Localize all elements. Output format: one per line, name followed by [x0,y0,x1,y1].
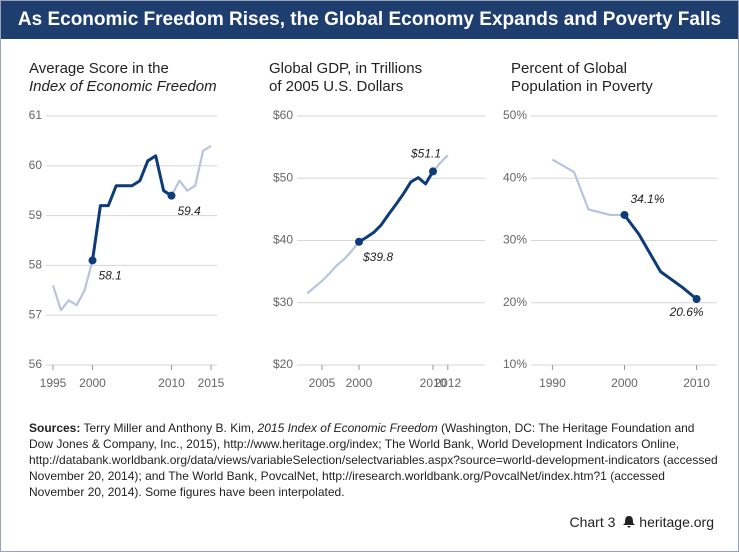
y-tick-label: 58 [29,258,43,272]
data-label: 34.1% [631,192,665,206]
chart-title: Global GDP, in Trillions [269,60,422,77]
header-title: As Economic Freedom Rises, the Global Ec… [1,1,738,39]
data-point [88,256,97,265]
sources-title: 2015 Index of Economic Freedom [257,421,438,435]
x-tick-label: 2000 [346,376,373,390]
line [51,144,212,312]
y-tick-label: $40 [273,233,293,247]
data-label: $39.8 [362,250,393,264]
x-tick-label: 1995 [40,376,67,390]
y-tick-label: 40% [503,170,527,184]
y-tick-label: 60 [29,158,43,172]
line [306,154,449,295]
chart-title: Average Score in the [29,60,169,77]
x-tick-label: 2000 [611,376,638,390]
x-tick-label: 2005 [309,376,336,390]
data-label: 58.1 [99,269,122,283]
y-tick-label: 61 [29,108,43,122]
data-label: 20.6% [669,305,704,319]
y-tick-label: 30% [503,233,527,247]
sources-text: Terry Miller and Anthony B. Kim, [80,421,258,435]
y-tick-label: 56 [29,357,43,371]
line [623,214,698,301]
chart-title: of 2005 U.S. Dollars [269,78,403,95]
x-tick-label: 2010 [420,376,447,390]
y-tick-label: 10% [503,357,527,371]
data-point [429,167,437,176]
chart-number: Chart 3 [569,514,616,530]
y-tick-label: 59 [29,208,43,222]
bell-icon [623,516,636,528]
x-tick-label: 2012 [434,376,461,390]
data-point [692,295,701,304]
line [551,158,625,217]
x-tick-label: 2010 [683,376,710,390]
sources-label: Sources: [29,421,81,435]
data-point [355,237,363,246]
y-tick-label: 57 [29,307,43,321]
data-label: $51.1 [410,147,441,161]
y-tick-label: 50% [503,108,527,122]
site: heritage.org [639,514,714,530]
y-tick-label: $60 [273,108,293,122]
data-label: 59.4 [178,204,202,218]
line [91,154,173,261]
x-tick-label: 2000 [79,376,106,390]
line [358,170,435,244]
y-tick-label: 20% [503,295,527,309]
y-tick-label: $50 [273,170,293,184]
y-tick-label: $30 [273,295,293,309]
chart-title: Index of Economic Freedom [29,78,217,95]
chart-title: Percent of Global [511,60,627,77]
x-tick-label: 2010 [158,376,185,390]
footer: Chart 3 heritage.org [569,514,714,530]
chart-title: Population in Poverty [511,78,653,95]
sources-text: (Washington, DC: The Heritage Foundation… [29,421,718,499]
y-tick-label: $20 [273,357,293,371]
data-point [620,210,629,219]
x-tick-label: 1990 [539,376,566,390]
data-point [167,191,176,200]
sources: Sources: Terry Miller and Anthony B. Kim… [29,420,719,500]
x-tick-label: 2015 [198,376,225,390]
